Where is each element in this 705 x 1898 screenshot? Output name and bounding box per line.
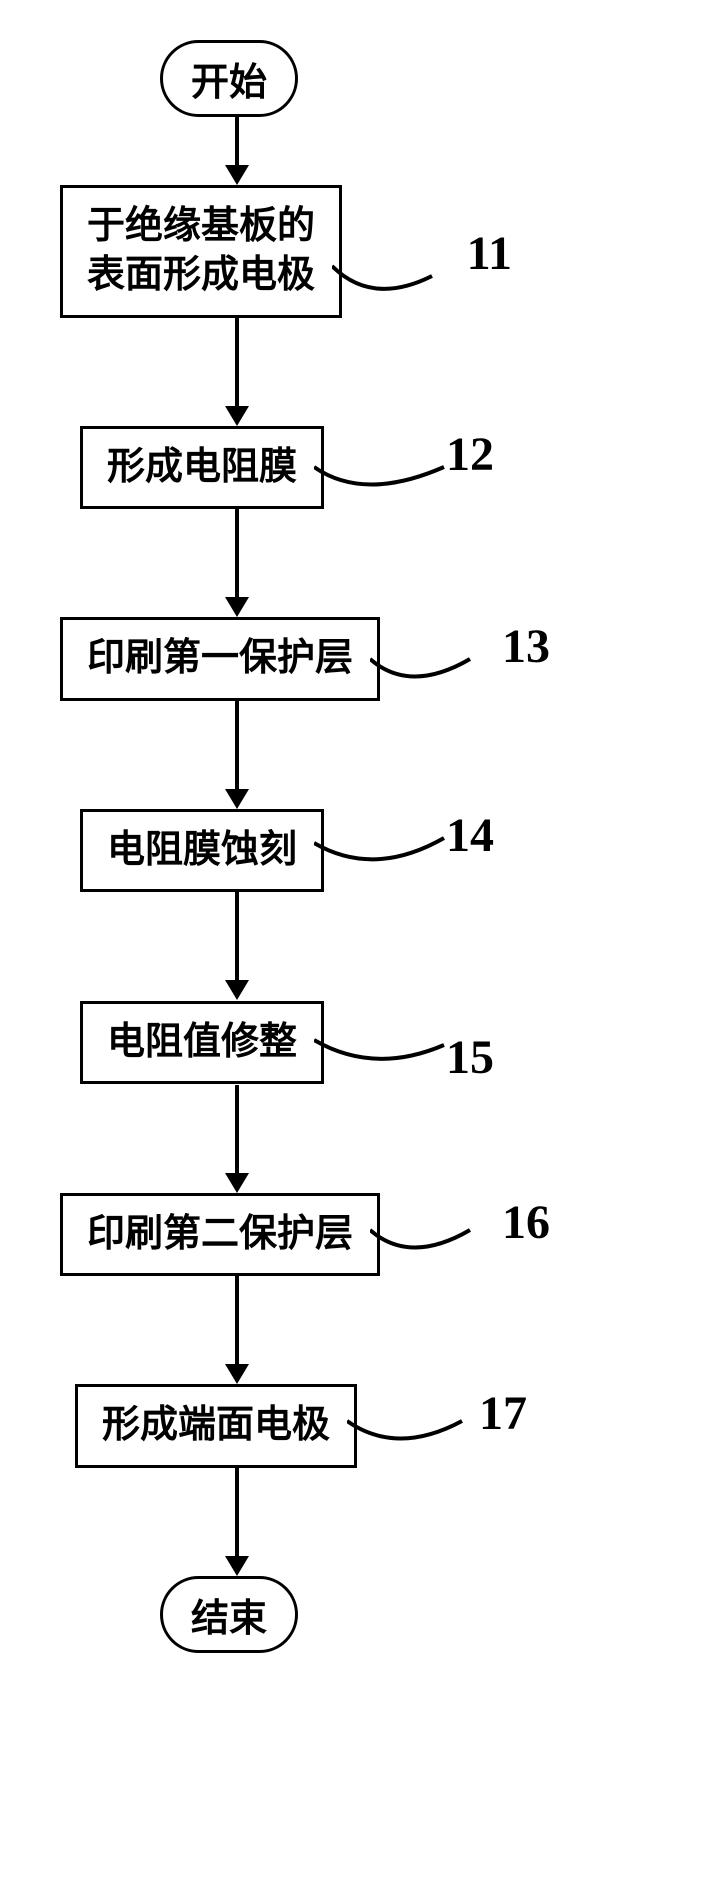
step-row-17: 形成端面电极 17: [60, 1384, 497, 1467]
arrow: [225, 1085, 249, 1193]
label-14: 14: [446, 808, 494, 863]
label-connector-16: 16: [370, 1215, 520, 1275]
step-row-12: 形成电阻膜 12: [60, 426, 464, 509]
label-13: 13: [502, 619, 550, 674]
step-row-11: 于绝缘基板的 表面形成电极 11: [60, 185, 482, 318]
process-11: 于绝缘基板的 表面形成电极: [60, 185, 342, 318]
step-row-16: 印刷第二保护层 16: [60, 1193, 520, 1276]
label-12: 12: [446, 427, 494, 482]
arrow: [225, 117, 249, 185]
label-16: 16: [502, 1195, 550, 1250]
arrow: [225, 1276, 249, 1384]
arrow: [225, 1468, 249, 1576]
label-17: 17: [479, 1386, 527, 1441]
connector-curve: [332, 246, 482, 326]
start-terminal: 开始: [160, 40, 298, 117]
step-row-13: 印刷第一保护层 13: [60, 617, 520, 700]
label-connector-15: 15: [314, 1025, 464, 1085]
connector-curve: [370, 639, 520, 719]
process-11-line1: 于绝缘基板的: [87, 202, 315, 251]
label-connector-12: 12: [314, 447, 464, 507]
end-text: 结束: [191, 1598, 267, 1640]
arrow: [225, 318, 249, 426]
process-13-text: 印刷第一保护层: [87, 637, 353, 679]
process-14-text: 电阻膜蚀刻: [107, 829, 297, 871]
label-11: 11: [467, 226, 512, 281]
process-15: 电阻值修整: [80, 1001, 324, 1084]
arrow: [225, 892, 249, 1000]
label-connector-11: 11: [332, 246, 482, 306]
process-12-text: 形成电阻膜: [107, 446, 297, 488]
label-connector-13: 13: [370, 639, 520, 699]
arrow: [225, 509, 249, 617]
process-11-line2: 表面形成电极: [87, 251, 315, 300]
flowchart-container: 开始 于绝缘基板的 表面形成电极 11 形成电阻膜 12: [60, 40, 685, 1653]
process-17: 形成端面电极: [75, 1384, 357, 1467]
step-row-14: 电阻膜蚀刻 14: [60, 809, 464, 892]
process-16: 印刷第二保护层: [60, 1193, 380, 1276]
process-14: 电阻膜蚀刻: [80, 809, 324, 892]
process-15-text: 电阻值修整: [107, 1021, 297, 1063]
end-terminal: 结束: [160, 1576, 298, 1653]
process-16-text: 印刷第二保护层: [87, 1213, 353, 1255]
process-17-text: 形成端面电极: [102, 1404, 330, 1446]
arrow: [225, 701, 249, 809]
process-13: 印刷第一保护层: [60, 617, 380, 700]
label-connector-14: 14: [314, 828, 464, 888]
connector-curve: [370, 1215, 520, 1295]
label-connector-17: 17: [347, 1406, 497, 1466]
start-text: 开始: [191, 62, 267, 104]
step-row-15: 电阻值修整 15: [60, 1000, 464, 1085]
label-15: 15: [446, 1030, 494, 1085]
process-12: 形成电阻膜: [80, 426, 324, 509]
